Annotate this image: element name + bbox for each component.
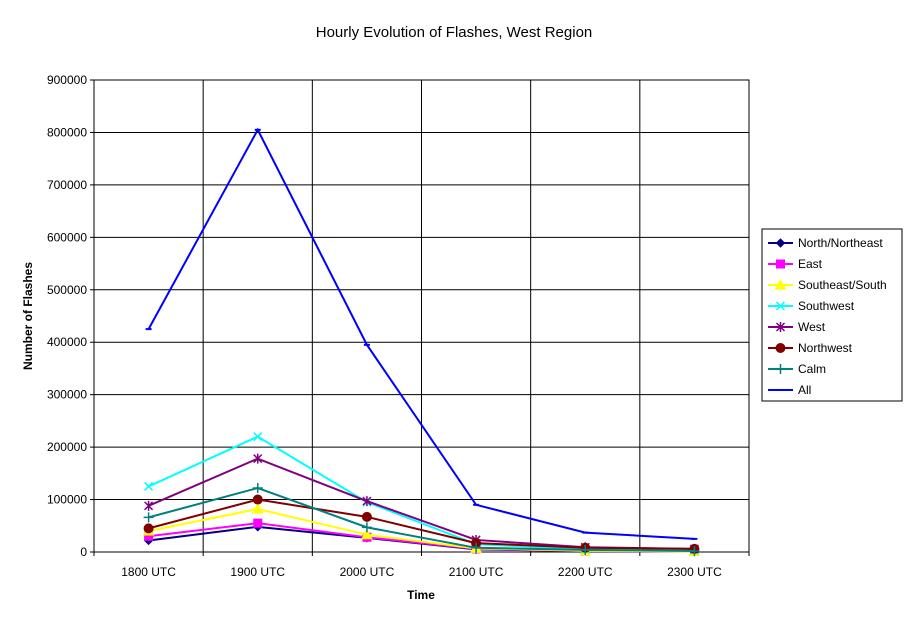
data-point xyxy=(361,528,373,540)
y-tick-label: 0 xyxy=(80,545,87,559)
series-calm xyxy=(143,483,700,556)
legend-marker xyxy=(774,278,787,290)
data-point xyxy=(253,432,263,442)
y-tick-label: 700000 xyxy=(47,178,87,192)
y-tick-label: 900000 xyxy=(47,73,87,87)
legend-label: Southeast/South xyxy=(798,278,887,292)
data-point xyxy=(580,544,591,555)
data-point xyxy=(251,502,264,514)
y-tick-label: 100000 xyxy=(47,493,87,507)
series-line xyxy=(147,127,695,540)
series-line xyxy=(148,486,695,552)
legend-label: Southwest xyxy=(798,299,855,313)
legend-marker xyxy=(775,238,786,248)
x-tick-label: 2100 UTC xyxy=(449,565,504,579)
data-point xyxy=(253,518,263,528)
legend-item: Southeast/South xyxy=(768,278,887,292)
x-axis: 1800 UTC 1900 UTC 2000 UTC 2100 UTC 2200 UTC… xyxy=(93,552,750,579)
series-lines xyxy=(142,127,701,557)
y-axis: 0 100000 200000 300000 400000 500000 600000 700… xyxy=(47,73,94,559)
legend-label: All xyxy=(798,383,811,397)
y-tick-label: 200000 xyxy=(47,440,87,454)
x-tick-label: 1800 UTC xyxy=(121,565,176,579)
legend-item: Northwest xyxy=(768,341,853,355)
data-point xyxy=(361,511,372,522)
legend-label: Northwest xyxy=(798,341,853,355)
series-line xyxy=(148,498,695,550)
data-point xyxy=(143,512,154,523)
legend-label: East xyxy=(798,257,823,271)
y-tick-label: 600000 xyxy=(47,230,87,244)
x-tick-label: 1900 UTC xyxy=(230,565,285,579)
y-tick-label: 300000 xyxy=(47,388,87,402)
legend-marker xyxy=(775,364,786,374)
data-point xyxy=(143,523,154,534)
legend-marker xyxy=(775,301,786,311)
legend-item: All xyxy=(768,383,811,397)
gridlines xyxy=(94,79,749,553)
data-point xyxy=(144,500,154,511)
data-point xyxy=(252,483,263,494)
legend-item: West xyxy=(768,320,826,334)
legend-item: East xyxy=(768,257,823,271)
data-point xyxy=(362,496,372,507)
y-tick-label: 800000 xyxy=(47,125,87,139)
y-axis-label: Number of Flashes xyxy=(21,262,35,370)
x-tick-label: 2000 UTC xyxy=(340,565,395,579)
x-axis-label: Time xyxy=(407,588,435,602)
legend-label: Calm xyxy=(798,362,826,376)
chart-title: Hourly Evolution of Flashes, West Region xyxy=(316,24,593,41)
legend-marker xyxy=(776,259,785,269)
data-point xyxy=(144,481,154,491)
legend-marker xyxy=(775,322,786,332)
legend-marker xyxy=(775,343,786,353)
legend-item: Southwest xyxy=(768,299,855,313)
y-tick-label: 400000 xyxy=(47,335,87,349)
legend-label: North/Northeast xyxy=(798,236,883,250)
legend-item: North/Northeast xyxy=(768,236,883,250)
data-point xyxy=(471,542,482,553)
x-tick-label: 2300 UTC xyxy=(667,565,722,579)
legend-item: Calm xyxy=(768,362,826,376)
data-point xyxy=(361,522,372,533)
data-point xyxy=(689,545,700,556)
legend: North/Northeast East Southeast/South Southw… xyxy=(761,228,903,402)
legend-label: West xyxy=(798,320,826,334)
series-all xyxy=(145,127,698,540)
x-tick-label: 2200 UTC xyxy=(558,565,613,579)
y-tick-label: 500000 xyxy=(47,283,87,297)
data-point xyxy=(253,453,263,464)
data-point xyxy=(252,494,263,505)
legend-box xyxy=(761,228,903,402)
